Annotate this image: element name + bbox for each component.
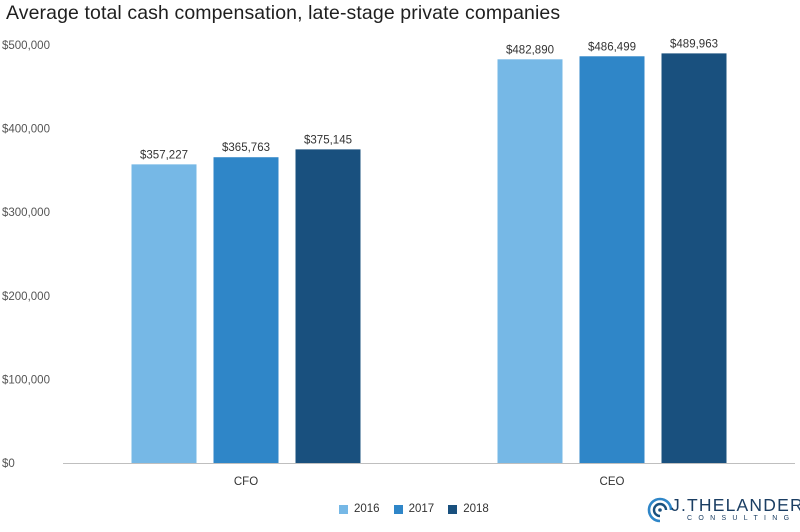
- data-label: $375,145: [304, 134, 352, 146]
- bar-2017-ceo: [579, 56, 645, 463]
- legend-item-2016: 2016: [339, 503, 380, 515]
- data-label: $365,763: [222, 142, 270, 154]
- y-tick-label: $500,000: [2, 40, 50, 52]
- bar-2016-ceo: [497, 59, 563, 464]
- y-tick-label: $0: [2, 458, 15, 470]
- bar-2018-ceo: [661, 53, 727, 463]
- legend-swatch: [448, 504, 458, 514]
- logo-subtitle: CONSULTING: [687, 515, 796, 522]
- data-label: $486,499: [588, 41, 636, 53]
- legend-label: 2016: [354, 503, 380, 515]
- legend-item-2017: 2017: [393, 503, 435, 515]
- bar-2016-cfo: [131, 164, 197, 464]
- data-label: $482,890: [506, 44, 554, 56]
- logo-name: J.THELANDER: [671, 495, 800, 515]
- legend-label: 2017: [408, 503, 435, 515]
- bar-2017-cfo: [213, 157, 279, 463]
- legend-swatch: [393, 504, 403, 514]
- bar-2018-cfo: [295, 149, 361, 463]
- y-tick-label: $400,000: [2, 124, 50, 136]
- legend-item-2018: 2018: [448, 503, 489, 515]
- y-tick-label: $200,000: [2, 291, 50, 303]
- y-tick-label: $100,000: [2, 374, 50, 386]
- x-category-label: CFO: [234, 476, 258, 488]
- legend-swatch: [339, 504, 348, 514]
- chart-title: Average total cash compensation, late-st…: [6, 2, 561, 24]
- legend-label: 2018: [463, 503, 489, 515]
- company-logo: J.THELANDER CONSULTING: [647, 495, 800, 527]
- data-label: $357,227: [140, 149, 188, 161]
- x-category-label: CEO: [600, 476, 625, 488]
- y-tick-label: $300,000: [2, 207, 50, 219]
- legend: 2016 2017 2018: [339, 503, 489, 515]
- data-label: $489,963: [670, 38, 718, 50]
- spiral-logo-icon: [647, 497, 673, 523]
